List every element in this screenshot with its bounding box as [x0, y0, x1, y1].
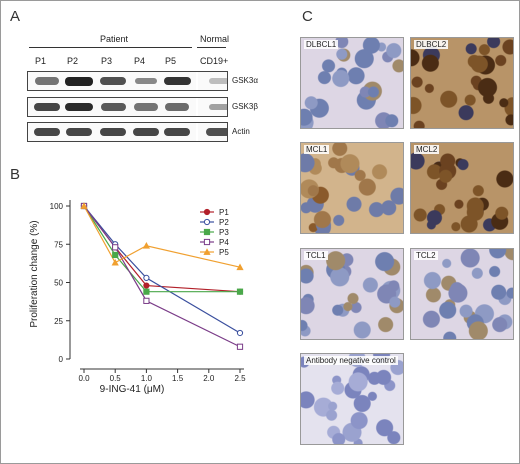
ihc-tile-label: MCL2	[414, 145, 440, 154]
blot-row-label: GSK3α	[232, 76, 258, 85]
blot-lane-label: P2	[67, 56, 79, 66]
blot-strip	[27, 97, 228, 117]
ihc-tile: MCL2	[410, 142, 514, 234]
x-tick-label: 1.0	[141, 374, 153, 383]
blot-row-label: Actin	[232, 127, 250, 136]
legend-entry-label: P5	[219, 248, 229, 257]
blot-band	[34, 127, 60, 137]
blot-group-normal: Normal	[200, 34, 230, 44]
x-tick-label: 0.5	[110, 374, 122, 383]
panel-letter-b: B	[10, 166, 21, 183]
data-point	[143, 297, 150, 304]
data-point	[236, 343, 244, 350]
data-point	[203, 248, 211, 255]
series-line	[83, 205, 241, 334]
blot-strip	[27, 122, 228, 142]
blot-band	[65, 102, 93, 112]
chart-series	[80, 202, 244, 350]
y-axis-label: Proliferation change (%)	[29, 220, 40, 327]
ihc-tile-label: TCL1	[304, 251, 328, 260]
blot-band	[208, 103, 227, 111]
blot-band	[164, 127, 190, 137]
data-point	[203, 228, 211, 236]
data-point	[203, 238, 211, 246]
legend-entry-label: P1	[219, 208, 229, 217]
blot-band	[165, 103, 189, 111]
data-point	[143, 282, 150, 289]
blot-band	[134, 103, 158, 111]
data-point	[236, 263, 244, 271]
ihc-tile: Antibody negative control	[300, 353, 404, 445]
x-tick-label: 0.0	[78, 374, 90, 383]
blot-lane-divider	[196, 72, 198, 90]
panel-letter-a: A	[10, 8, 21, 25]
x-tick-label: 2.5	[234, 374, 246, 383]
x-tick-label: 2.0	[203, 374, 215, 383]
data-point	[143, 274, 150, 282]
ihc-tile-label: DLBCL2	[414, 40, 449, 49]
legend-entry-label: P4	[219, 238, 229, 247]
legend-entry-label: P3	[219, 228, 229, 237]
y-tick-label: 0	[59, 355, 64, 364]
data-point	[143, 288, 150, 295]
ihc-tile: TCL1	[300, 248, 404, 340]
ihc-tile: DLBCL1	[300, 37, 404, 129]
blot-band	[100, 103, 126, 111]
chart-axes: 0 25 50 75 100 0.0 0.5 1.0 1.5 2.0 2.5	[50, 200, 246, 383]
blot-lane-divider	[196, 123, 198, 141]
patient-bracket-line	[29, 47, 192, 48]
blot-lane-label: CD19+	[200, 56, 229, 66]
data-point	[112, 244, 119, 251]
blot-band	[209, 78, 227, 84]
blot-lane-label: P5	[165, 56, 177, 66]
data-point	[203, 208, 211, 216]
blot-band	[134, 77, 158, 85]
blot-lane-label: P4	[134, 56, 146, 66]
data-point	[112, 251, 119, 259]
y-tick-label: 75	[54, 240, 63, 249]
y-tick-label: 25	[54, 317, 63, 326]
blot-band	[35, 77, 59, 85]
series-line	[83, 205, 241, 348]
blot-band	[100, 127, 126, 137]
x-axis-label: 9-ING-41 (μM)	[100, 384, 165, 395]
blot-strip	[27, 71, 228, 91]
normal-bracket-line	[197, 47, 226, 48]
ihc-tile: MCL1	[300, 142, 404, 234]
blot-band	[163, 76, 191, 86]
blot-row-label: GSK3β	[232, 102, 258, 111]
blot-band	[34, 102, 60, 112]
y-tick-label: 50	[54, 279, 63, 288]
blot-lane-label: P1	[35, 56, 47, 66]
panel-letter-c: C	[302, 8, 313, 25]
data-point	[203, 218, 211, 226]
data-point	[236, 329, 244, 337]
data-point	[142, 242, 151, 249]
legend-entry-label: P2	[219, 218, 229, 227]
blot-band	[100, 77, 126, 85]
ihc-tile-label: MCL1	[304, 145, 330, 154]
ihc-tile: DLBCL2	[410, 37, 514, 129]
blot-lane-label: P3	[101, 56, 113, 66]
x-tick-label: 1.5	[172, 374, 184, 383]
blot-band	[133, 127, 159, 137]
ihc-tile-label: TCL2	[414, 251, 438, 260]
blot-band	[65, 76, 93, 86]
series-line	[83, 205, 241, 268]
data-point	[236, 288, 244, 295]
y-tick-label: 100	[50, 202, 64, 211]
blot-band	[66, 127, 92, 137]
blot-band	[206, 128, 227, 136]
blot-lane-divider	[196, 98, 198, 116]
ihc-tile: TCL2	[410, 248, 514, 340]
data-point	[80, 202, 88, 209]
ihc-tile-label: Antibody negative control	[304, 356, 398, 365]
ihc-tile-label: DLBCL1	[304, 40, 339, 49]
data-point	[111, 258, 119, 266]
blot-group-patient: Patient	[100, 34, 129, 44]
